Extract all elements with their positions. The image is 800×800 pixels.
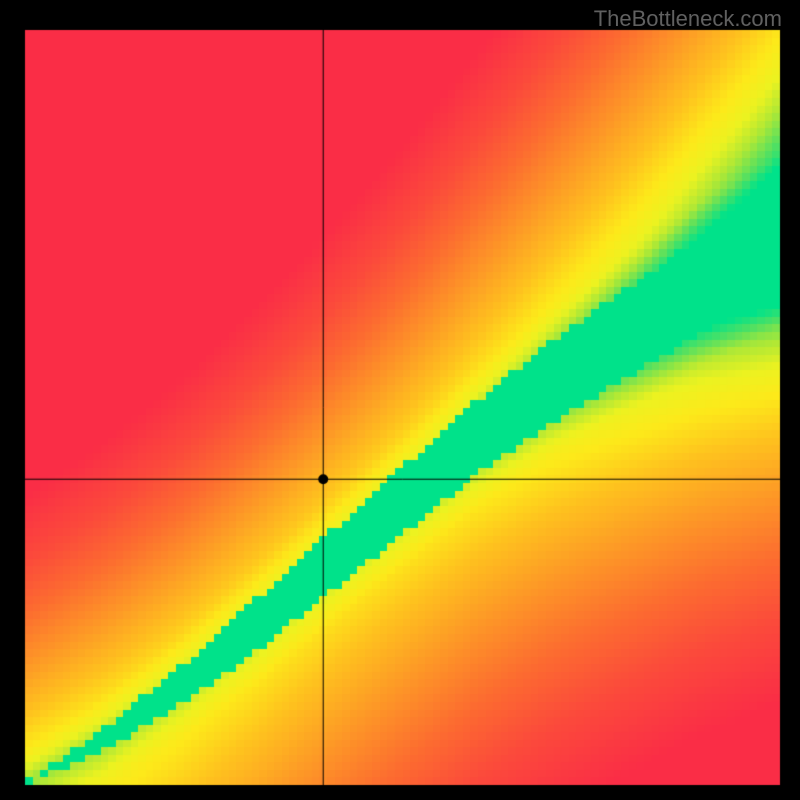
heatmap-canvas bbox=[0, 0, 800, 800]
chart-container: TheBottleneck.com bbox=[0, 0, 800, 800]
watermark-text: TheBottleneck.com bbox=[594, 6, 782, 32]
